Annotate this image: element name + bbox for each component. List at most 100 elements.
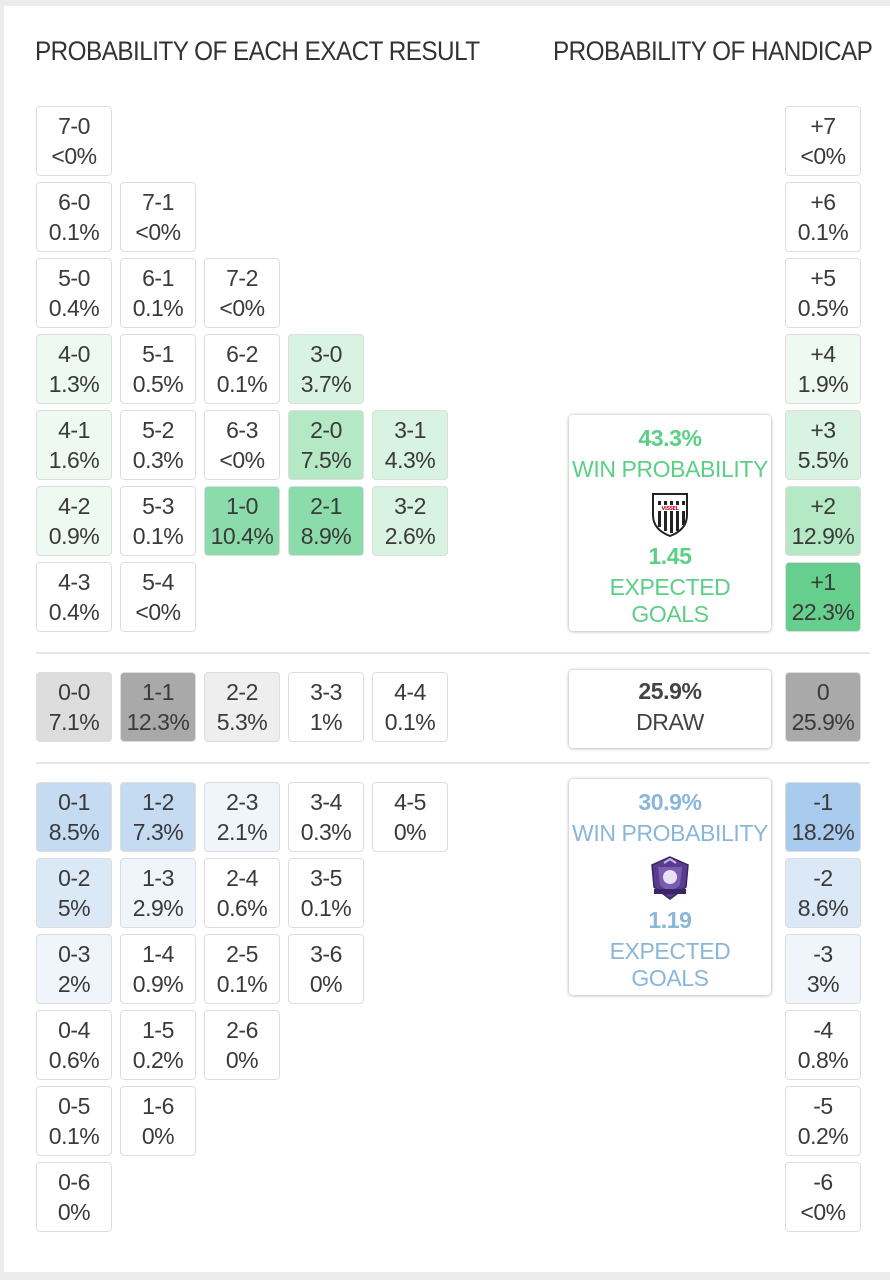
- score-cell-away: 0-2 5%: [36, 858, 112, 928]
- score-cell-home: 5-3 0.1%: [120, 486, 196, 556]
- handicap-cell: +3 5.5%: [785, 410, 861, 480]
- score-cell-away: 1-3 2.9%: [120, 858, 196, 928]
- probability-value: 0.6%: [48, 1047, 100, 1073]
- score-label: 6-2: [226, 341, 258, 367]
- score-cell-away: 1-2 7.3%: [120, 782, 196, 852]
- score-cell-home: 4-3 0.4%: [36, 562, 112, 632]
- probability-value: <0%: [135, 599, 181, 625]
- score-cell-away: 2-5 0.1%: [204, 934, 280, 1004]
- score-label: 4-3: [58, 569, 90, 595]
- probability-value: <0%: [219, 447, 265, 473]
- probability-value: 25.9%: [791, 709, 855, 735]
- score-cell-away: 0-6 0%: [36, 1162, 112, 1232]
- score-cell-away: 0-4 0.6%: [36, 1010, 112, 1080]
- draw-percent: 25.9%: [638, 678, 702, 704]
- score-cell-away: 4-5 0%: [372, 782, 448, 852]
- score-cell-home: 3-2 2.6%: [372, 486, 448, 556]
- score-cell-away: 3-6 0%: [288, 934, 364, 1004]
- probability-value: 0%: [393, 819, 427, 845]
- handicap-cell: -6 <0%: [785, 1162, 861, 1232]
- score-label: 5-0: [58, 265, 90, 291]
- probability-value: 0.2%: [132, 1047, 184, 1073]
- probability-value: 22.3%: [791, 599, 855, 625]
- score-label: 7-0: [58, 113, 90, 139]
- score-label: 2-0: [310, 417, 342, 443]
- score-label: 6-1: [142, 265, 174, 291]
- score-label: 4-1: [58, 417, 90, 443]
- draw-label: DRAW: [636, 709, 704, 735]
- score-label: 0-4: [58, 1017, 90, 1043]
- probability-value: 5%: [57, 895, 91, 921]
- score-cell-draw: 1-1 12.3%: [120, 672, 196, 742]
- handicap-cell: -4 0.8%: [785, 1010, 861, 1080]
- score-label: 5-2: [142, 417, 174, 443]
- score-label: 3-4: [310, 789, 342, 815]
- away-win-percent: 30.9%: [638, 789, 702, 815]
- probability-value: 18.2%: [791, 819, 855, 845]
- handicap-cell: -3 3%: [785, 934, 861, 1004]
- probability-value: 0.3%: [132, 447, 184, 473]
- score-label: -5: [813, 1093, 833, 1119]
- score-label: +6: [810, 189, 836, 215]
- score-cell-away: 3-5 0.1%: [288, 858, 364, 928]
- probability-value: 0.6%: [216, 895, 268, 921]
- score-cell-away: 0-1 8.5%: [36, 782, 112, 852]
- probability-value: 0.4%: [48, 295, 100, 321]
- score-label: 3-3: [310, 679, 342, 705]
- score-label: 2-6: [226, 1017, 258, 1043]
- home-win-percent: 43.3%: [638, 425, 702, 451]
- handicap-cell: -2 8.6%: [785, 858, 861, 928]
- score-cell-home: 2-1 8.9%: [288, 486, 364, 556]
- sanfrecce-hiroshima-crest-icon: [651, 856, 689, 900]
- probability-value: 0.1%: [216, 371, 268, 397]
- score-label: 1-1: [142, 679, 174, 705]
- score-cell-away: 2-3 2.1%: [204, 782, 280, 852]
- probability-value: 1.9%: [797, 371, 849, 397]
- score-label: 4-2: [58, 493, 90, 519]
- score-label: 4-0: [58, 341, 90, 367]
- probability-value: 4.3%: [384, 447, 436, 473]
- score-cell-away: 0-5 0.1%: [36, 1086, 112, 1156]
- probability-value: <0%: [800, 143, 846, 169]
- handicap-cell: +6 0.1%: [785, 182, 861, 252]
- score-label: 1-0: [226, 493, 258, 519]
- probability-value: 0.2%: [797, 1123, 849, 1149]
- probability-value: 7.1%: [48, 709, 100, 735]
- score-label: 5-3: [142, 493, 174, 519]
- score-label: 5-1: [142, 341, 174, 367]
- score-label: -6: [813, 1169, 833, 1195]
- score-label: 0-1: [58, 789, 90, 815]
- probability-value: 0.1%: [797, 219, 849, 245]
- score-cell-away: 1-5 0.2%: [120, 1010, 196, 1080]
- probability-value: 7.5%: [300, 447, 352, 473]
- score-label: +7: [810, 113, 836, 139]
- vissel-crest-text: VISSEL: [662, 506, 680, 512]
- score-label: 6-0: [58, 189, 90, 215]
- exact-result-header: PROBABILITY OF EACH EXACT RESULT: [35, 36, 480, 66]
- away-summary-card: 30.9% WIN PROBABILITY 1.19 EXPECTED GOAL…: [569, 779, 771, 995]
- probability-value: 12.3%: [126, 709, 190, 735]
- score-cell-home: 5-4 <0%: [120, 562, 196, 632]
- score-label: 2-5: [226, 941, 258, 967]
- probability-value: 0.5%: [132, 371, 184, 397]
- score-cell-home: 3-0 3.7%: [288, 334, 364, 404]
- probability-value: 0.1%: [48, 219, 100, 245]
- home-win-label: WIN PROBABILITY: [572, 456, 768, 482]
- score-label: 7-1: [142, 189, 174, 215]
- score-cell-home: 3-1 4.3%: [372, 410, 448, 480]
- score-cell-away: 1-4 0.9%: [120, 934, 196, 1004]
- score-label: 0-6: [58, 1169, 90, 1195]
- probability-value: 1.6%: [48, 447, 100, 473]
- score-label: 1-4: [142, 941, 174, 967]
- draw-summary-card: 25.9% DRAW: [569, 670, 771, 748]
- score-label: 0-5: [58, 1093, 90, 1119]
- score-cell-away: 0-3 2%: [36, 934, 112, 1004]
- probability-panel: PROBABILITY OF EACH EXACT RESULT PROBABI…: [4, 6, 890, 1272]
- score-label: +1: [810, 569, 836, 595]
- probability-value: 0.9%: [132, 971, 184, 997]
- probability-value: 5.3%: [216, 709, 268, 735]
- score-cell-draw: 4-4 0.1%: [372, 672, 448, 742]
- probability-value: 0.1%: [216, 971, 268, 997]
- probability-value: <0%: [219, 295, 265, 321]
- probability-value: 10.4%: [210, 523, 274, 549]
